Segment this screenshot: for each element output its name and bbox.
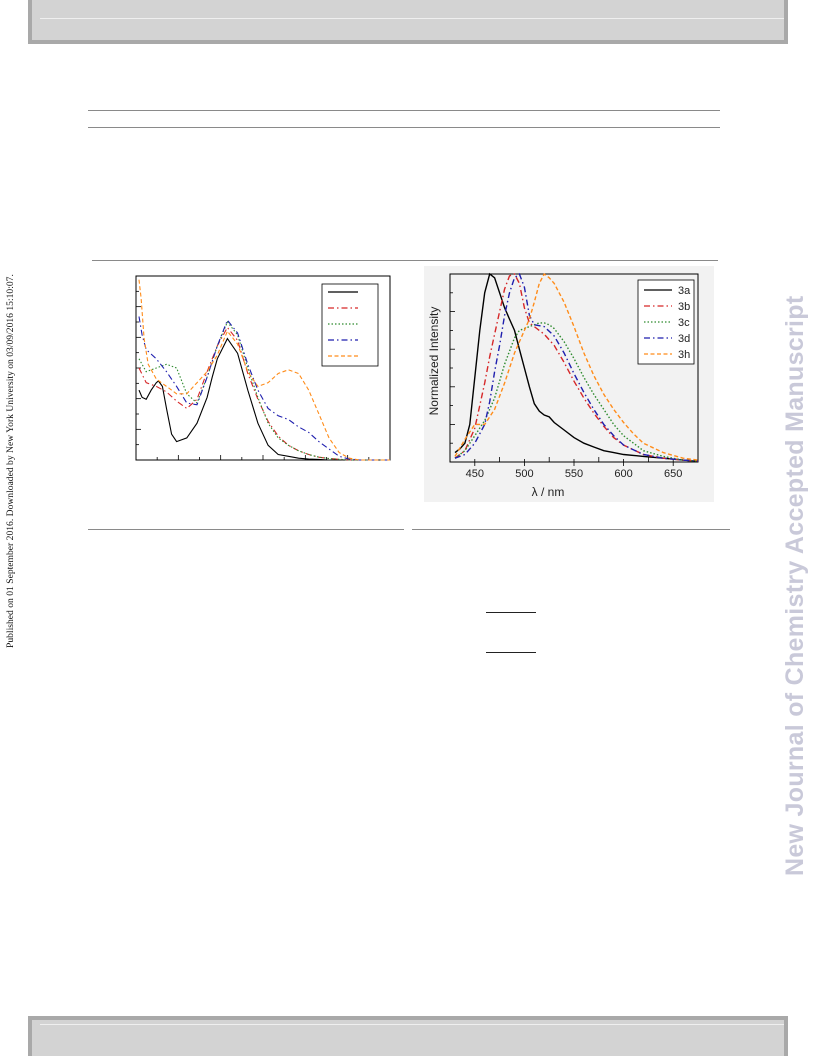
x-tick-label: 450 xyxy=(466,468,484,480)
title-rule-top xyxy=(88,110,720,111)
accepted-manuscript-watermark: New Journal of Chemistry Accepted Manusc… xyxy=(781,295,809,876)
x-tick-label: 500 xyxy=(515,468,533,480)
series-line-3 xyxy=(454,272,699,462)
footer-bar xyxy=(28,1016,788,1056)
series-line-0 xyxy=(454,272,699,462)
emission-axes: 450 500 550 600 650 xyxy=(449,273,699,480)
x-tick-label: 650 xyxy=(664,468,682,480)
emission-x-axis-label: λ / nm xyxy=(532,485,565,499)
legend-box xyxy=(321,283,379,367)
equation-rule-2 xyxy=(486,652,536,653)
emission-y-axis-label: Normalized Intensity xyxy=(427,307,441,416)
series-line-1 xyxy=(138,326,390,461)
emission-legend: 3a 3b 3c 3d 3h xyxy=(637,279,695,365)
equation-rule-1 xyxy=(486,612,536,613)
figure-rule-top xyxy=(92,260,718,261)
series-line-2 xyxy=(454,322,699,462)
figure-rule-right xyxy=(412,529,730,530)
legend-label-3: 3d xyxy=(678,333,690,345)
legend-label-2: 3c xyxy=(678,317,690,329)
legend-label-1: 3b xyxy=(678,301,690,313)
series-line-3 xyxy=(138,316,390,461)
legend-label-4: 3h xyxy=(678,349,690,361)
series-line-0 xyxy=(138,337,390,461)
emission-chart: 450 500 550 600 650 3a 3b 3c 3d 3h λ / nm Normal… xyxy=(424,266,714,502)
header-bar xyxy=(28,0,788,44)
x-tick-label: 550 xyxy=(565,468,583,480)
series-line-1 xyxy=(454,273,699,462)
download-note: Published on 01 September 2016. Download… xyxy=(5,274,16,648)
series-line-4 xyxy=(138,279,390,461)
x-tick-label: 600 xyxy=(614,468,632,480)
legend-label-0: 3a xyxy=(678,285,691,297)
absorption-legend xyxy=(321,283,379,367)
emission-series xyxy=(454,272,699,462)
title-rule-bottom xyxy=(88,127,720,128)
figure-rule-left xyxy=(88,529,404,530)
absorption-chart xyxy=(135,275,391,461)
series-line-4 xyxy=(454,272,699,461)
absorption-series xyxy=(138,279,390,461)
